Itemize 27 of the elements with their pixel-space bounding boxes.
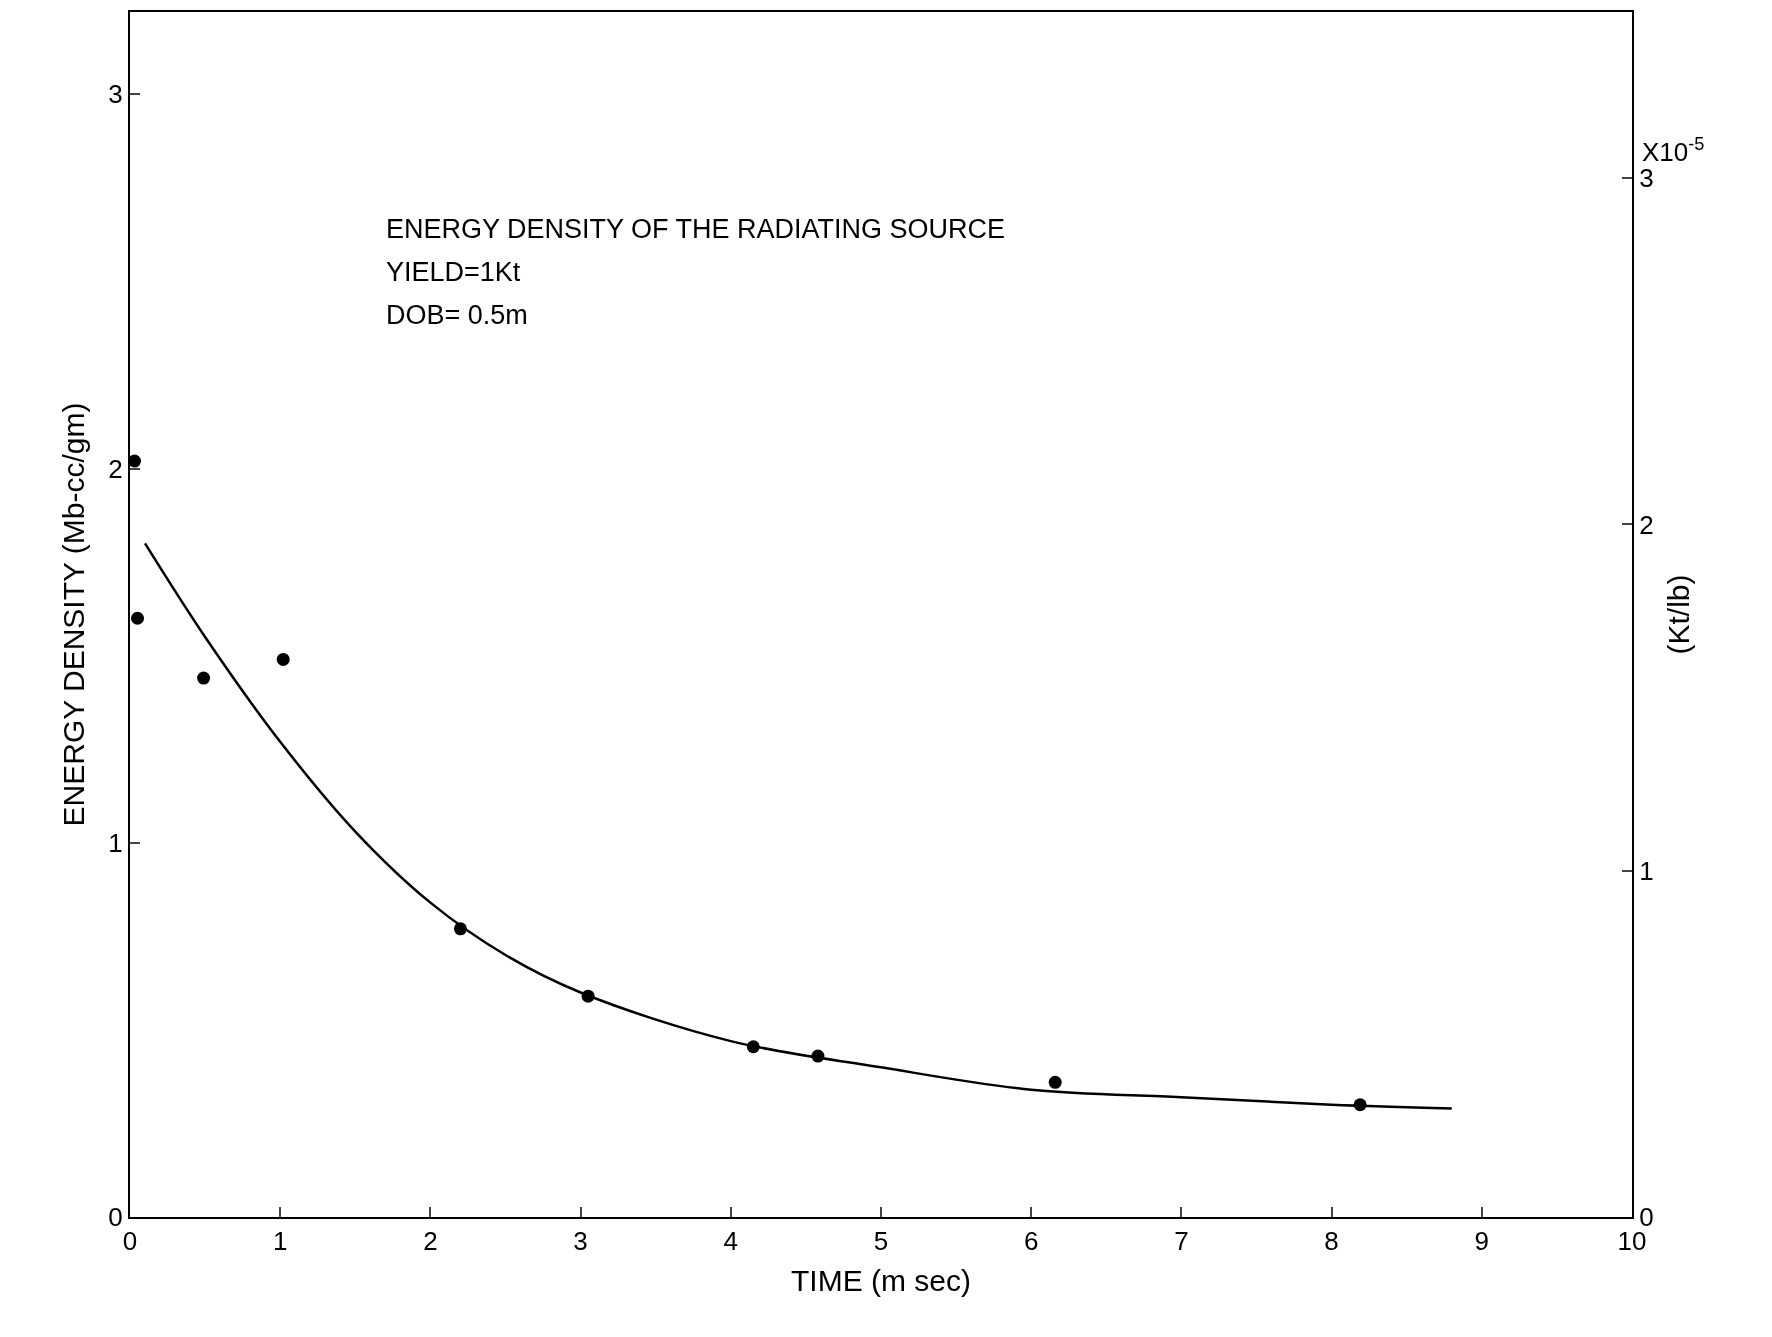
y-axis-title: ENERGY DENSITY (Mb-cc/gm) [56, 402, 90, 827]
line-series [143, 542, 1454, 1110]
x-tick-label: 1 [272, 1226, 288, 1257]
x-tick-label: 3 [573, 1226, 588, 1257]
point [276, 652, 290, 666]
point [1048, 1075, 1062, 1089]
annotation: YIELD=1Kt [386, 257, 521, 287]
x-tick-label: 2 [423, 1226, 438, 1257]
y-tick-label: 3 [108, 79, 123, 110]
y2-tick-label: 2 [1639, 509, 1654, 540]
x-axis-title: TIME (m sec) [791, 1264, 971, 1298]
y2-axis-title: (Kt/lb) [1661, 574, 1695, 655]
y-tick-label: 2 [108, 453, 123, 484]
point [131, 611, 145, 625]
y-tick-label: 0 [108, 1202, 123, 1233]
annotation: DOB= 0.5m [386, 300, 528, 330]
x-tick-label: 8 [1324, 1226, 1339, 1257]
x-tick-label: 5 [873, 1226, 889, 1257]
point [130, 454, 142, 468]
x-tick-label: 7 [1174, 1226, 1189, 1257]
point [197, 671, 211, 685]
y-tick-label: 1 [108, 827, 123, 858]
x-tick-label: 9 [1474, 1226, 1490, 1257]
x-tick-label: 4 [723, 1226, 739, 1257]
x-tick-label: 6 [1023, 1226, 1039, 1257]
y2-tick-label: 1 [1639, 855, 1654, 886]
annotation: ENERGY DENSITY OF THE RADIATING SOURCE [386, 214, 1006, 244]
